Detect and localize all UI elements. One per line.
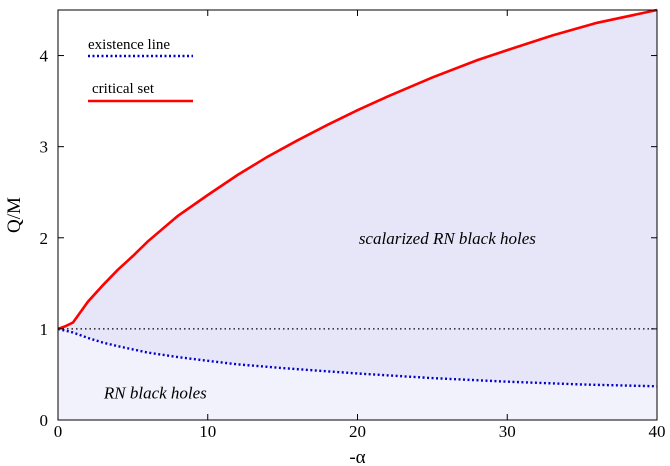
legend-label-critical: critical set	[92, 81, 155, 97]
y-tick-label: 0	[40, 411, 49, 430]
series-lines	[57, 8, 658, 388]
annotations: scalarized RN black holes RN black holes	[103, 229, 536, 403]
y-tick-label: 2	[40, 229, 49, 248]
x-tick-label: 40	[649, 422, 666, 441]
legend: existence line critical set	[88, 37, 193, 103]
region-annotation: RN black holes	[103, 384, 207, 403]
rn-region-fill	[58, 328, 657, 420]
y-tick-label: 1	[40, 320, 49, 339]
scalarized-region-fill	[58, 10, 657, 387]
x-tick-label: 0	[54, 422, 63, 441]
x-tick-label: 10	[199, 422, 216, 441]
x-axis-label: -α	[349, 447, 365, 466]
critical-set-series	[57, 8, 658, 331]
x-tick-label: 20	[349, 422, 366, 441]
x-tick-label: 30	[499, 422, 516, 441]
existence-line-series	[57, 327, 658, 388]
y-tick-label: 4	[40, 47, 49, 66]
y-tick-label: 3	[40, 138, 49, 157]
y-axis-label: Q/M	[4, 197, 25, 233]
region-fills	[58, 10, 657, 420]
region-annotation: scalarized RN black holes	[359, 229, 536, 248]
axis-ticks: 0 10 20 30 40 0 1 2 3 4	[40, 10, 666, 441]
legend-label-existence: existence line	[88, 37, 170, 53]
